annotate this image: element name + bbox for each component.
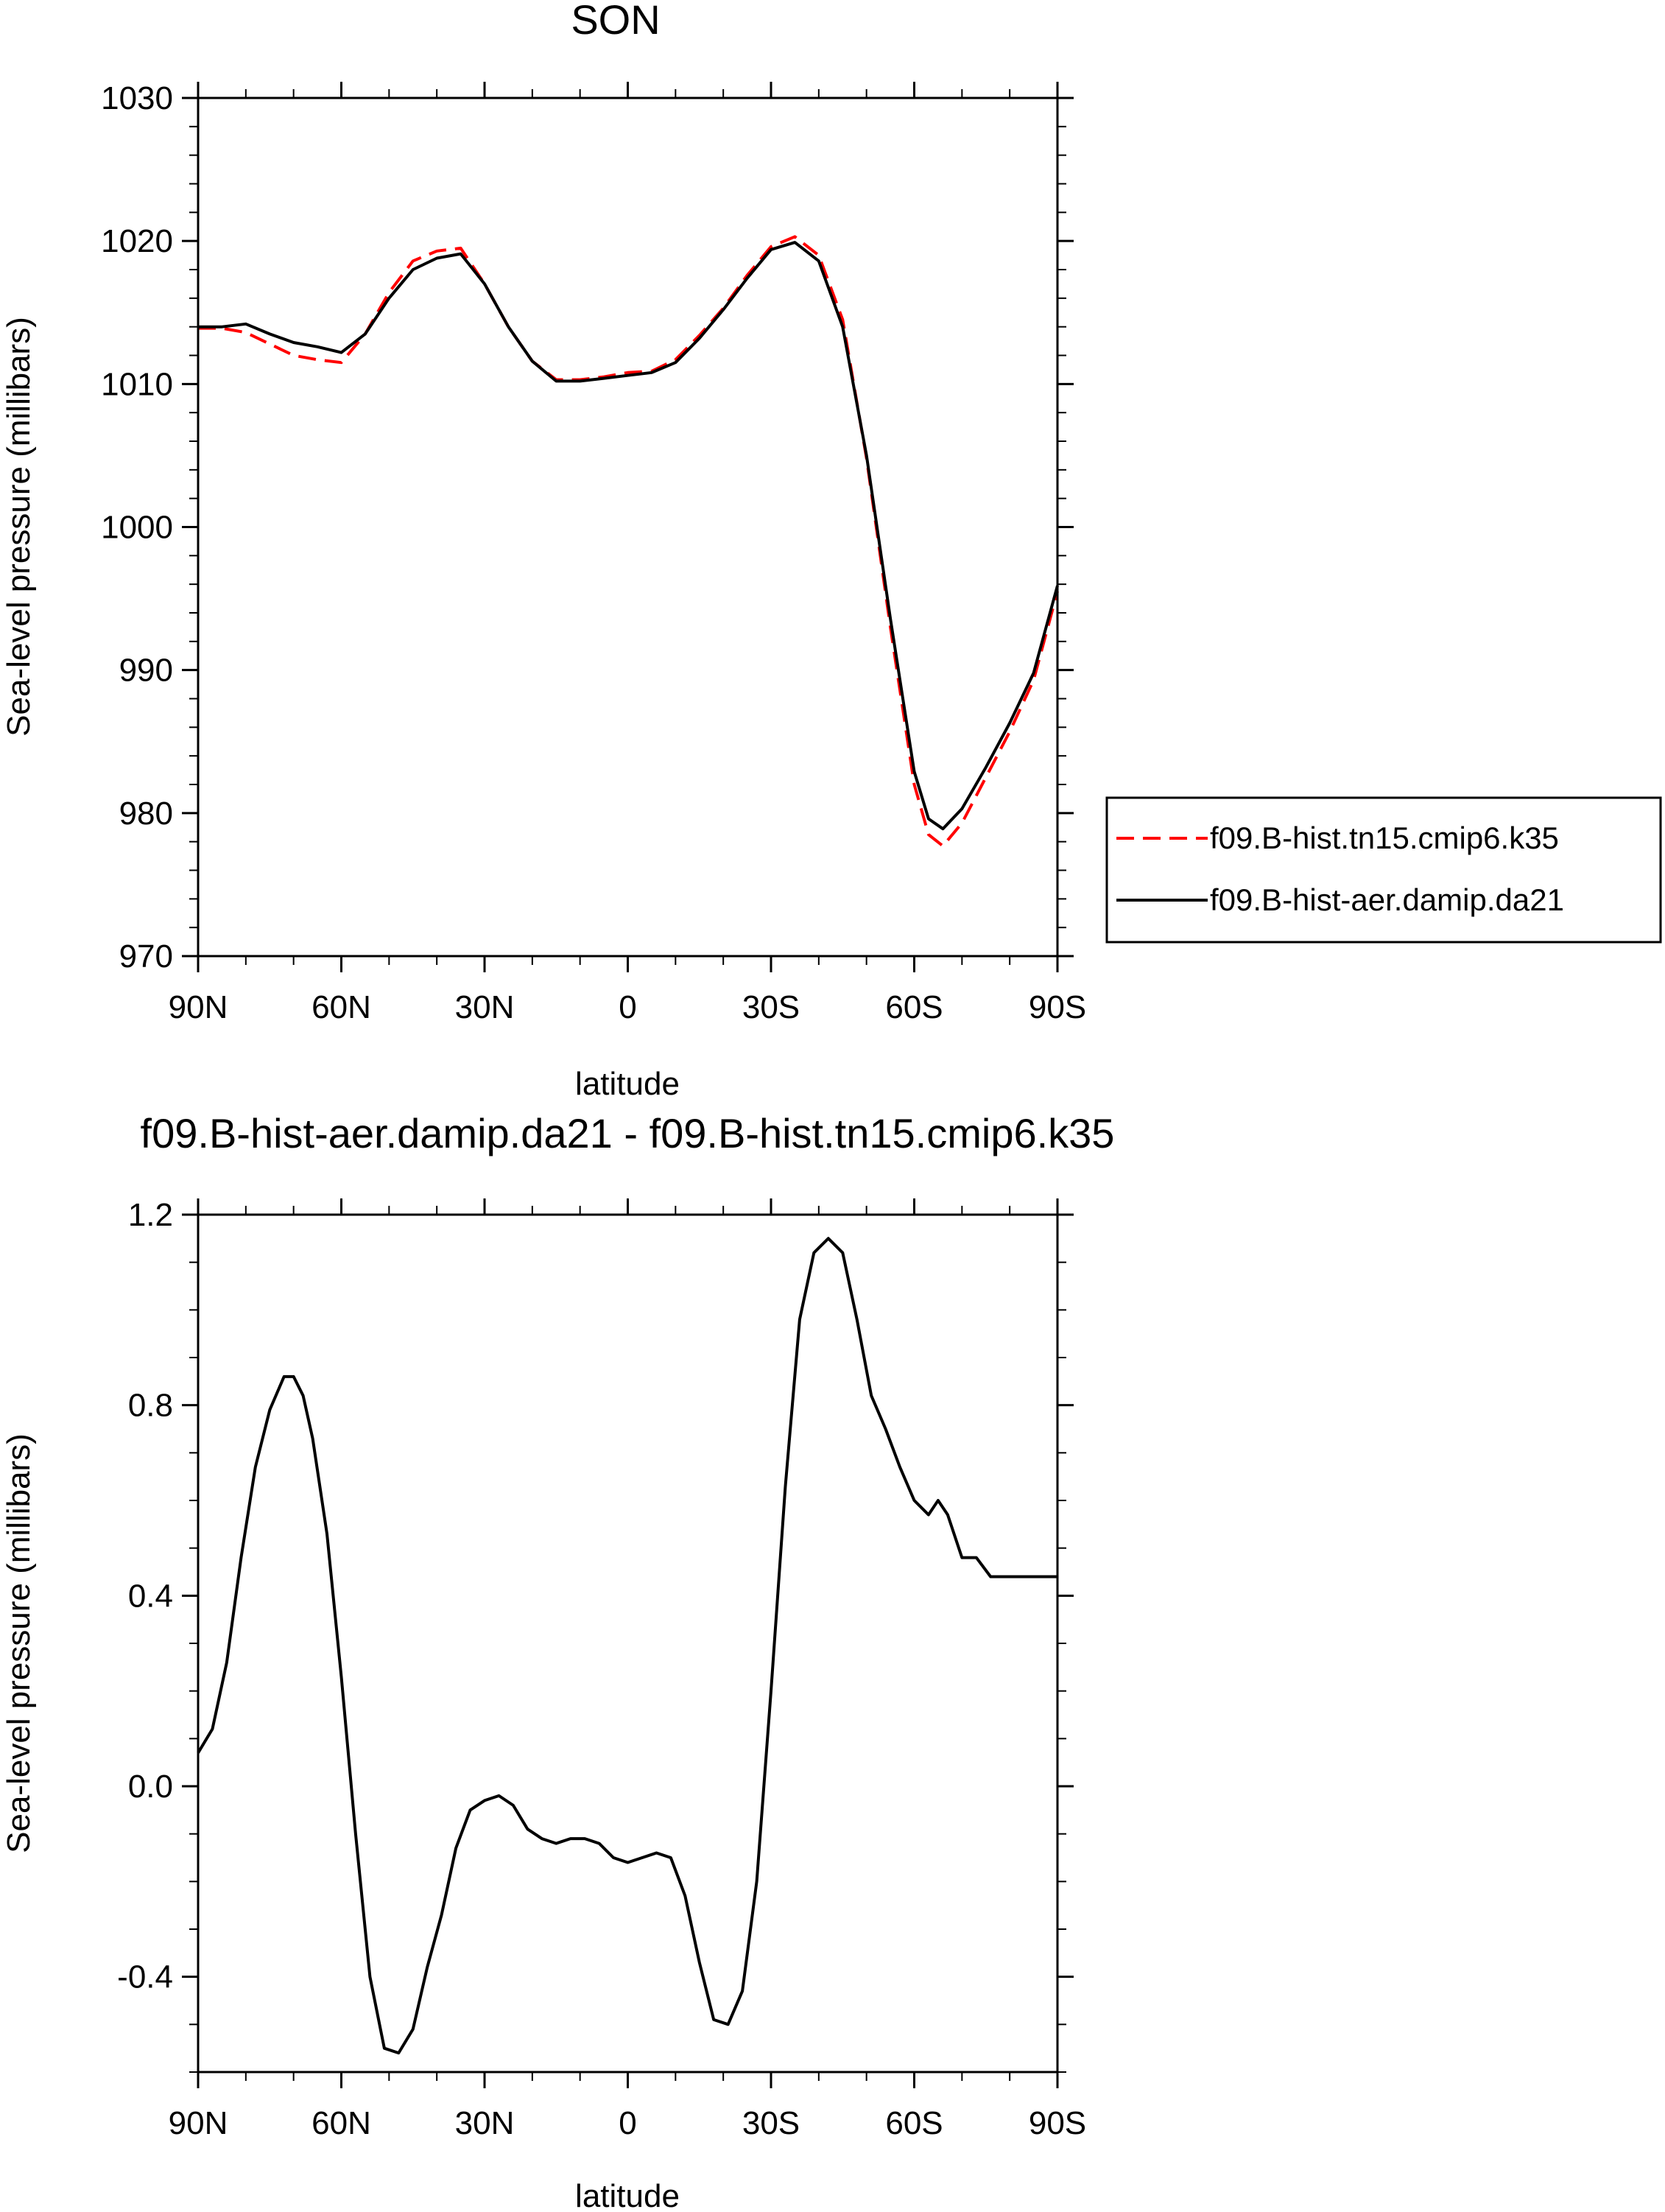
son-chart-title: SON [571, 0, 660, 43]
difference-panel: f09.B-hist-aer.damip.da21 - f09.B-hist.t… [1, 1110, 1114, 2212]
son-y-tick-label: 1030 [101, 80, 173, 116]
legend-label-hist-tn15: f09.B-hist.tn15.cmip6.k35 [1210, 821, 1559, 855]
son-panel: SON 90N 60N 30N 0 30S 60S 90S 970 980 990 1000 1010… [1, 0, 1662, 1102]
difference-y-tick-label: -0.4 [117, 1959, 173, 1995]
son-x-tick-label: 30N [455, 989, 515, 1025]
son-x-tick-label: 30S [742, 989, 800, 1025]
difference-y-axis-label: Sea-level pressure (millibars) [1, 1433, 37, 1853]
son-y-tick-label: 1000 [101, 510, 173, 546]
difference-x-tick-label: 90N [169, 2105, 228, 2141]
son-x-tick-label: 60N [311, 989, 371, 1025]
son-y-tick-label: 980 [119, 796, 173, 832]
difference-plot-frame [197, 1213, 1059, 2074]
son-x-tick-label: 90S [1029, 989, 1086, 1025]
difference-x-tick-label: 0 [619, 2105, 636, 2141]
difference-x-tick-label: 60N [311, 2105, 371, 2141]
legend-box [1105, 796, 1662, 944]
difference-x-tick-label: 90S [1029, 2105, 1086, 2141]
son-axis-ticks: 90N 60N 30N 0 30S 60S 90S 970 980 990 1000 1010 1020… [101, 80, 1086, 1025]
difference-y-tick-label: 1.2 [128, 1197, 173, 1233]
son-y-tick-label: 970 [119, 938, 173, 975]
son-y-tick-label: 990 [119, 653, 173, 689]
son-series-lines [198, 235, 1059, 848]
difference-y-tick-label: 0.4 [128, 1578, 173, 1614]
son-y-tick-label: 1020 [101, 223, 173, 259]
difference-chart-title: f09.B-hist-aer.damip.da21 - f09.B-hist.t… [141, 1110, 1115, 1156]
difference-x-tick-label: 60S [885, 2105, 943, 2141]
son-y-tick-label: 1010 [101, 366, 173, 402]
difference-axis-ticks: 90N 60N 30N 0 30S 60S 90S -0.4 0.0 0.4 0.8 1.2 [117, 1197, 1086, 2141]
son-x-tick-label: 0 [619, 989, 636, 1025]
difference-x-tick-label: 30S [742, 2105, 800, 2141]
difference-series-lines [197, 1237, 1057, 2055]
son-x-tick-label: 90N [169, 989, 228, 1025]
son-plot-frame [197, 96, 1059, 958]
son-x-tick-label: 60S [885, 989, 943, 1025]
son-series-line-0 [198, 235, 1059, 848]
difference-y-tick-label: 0.8 [128, 1388, 173, 1424]
son-x-axis-label: latitude [575, 1066, 680, 1102]
difference-series-line-0 [197, 1237, 1057, 2055]
legend: f09.B-hist.tn15.cmip6.k35 f09.B-hist-aer… [1105, 796, 1662, 944]
difference-x-tick-label: 30N [455, 2105, 515, 2141]
legend-label-hist-aer: f09.B-hist-aer.damip.da21 [1210, 882, 1564, 917]
difference-y-tick-label: 0.0 [128, 1769, 173, 1805]
son-series-line-1 [198, 241, 1059, 831]
difference-x-axis-label: latitude [575, 2178, 680, 2212]
son-y-axis-label: Sea-level pressure (millibars) [1, 317, 37, 737]
